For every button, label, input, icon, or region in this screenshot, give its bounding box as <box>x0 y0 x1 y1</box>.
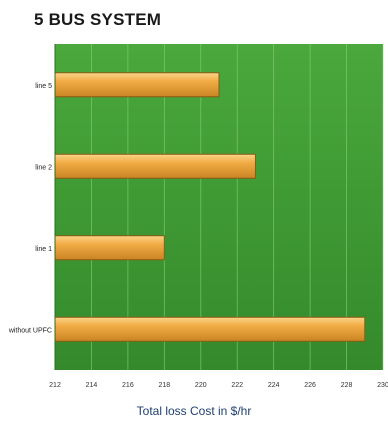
x-tick-label: 214 <box>86 382 98 389</box>
bar <box>54 316 366 342</box>
x-tick-label: 228 <box>341 382 353 389</box>
category-label: line 1 <box>35 246 52 253</box>
bar <box>54 235 165 261</box>
bars <box>54 72 366 342</box>
category-label: line 2 <box>35 164 52 171</box>
x-tick-label: 224 <box>268 382 280 389</box>
category-label: line 5 <box>35 83 52 90</box>
category-labels: without UPFC line 1 line 2 line 5 <box>8 83 52 335</box>
x-tick-label: 218 <box>158 382 170 389</box>
x-tick-label: 222 <box>231 382 243 389</box>
x-tick-label: 226 <box>304 382 316 389</box>
bar <box>54 72 220 98</box>
category-label: without UPFC <box>8 327 52 334</box>
plot-area <box>55 44 383 370</box>
x-axis-title: Total loss Cost in $/hr <box>136 404 252 418</box>
x-tick-label: 220 <box>195 382 207 389</box>
x-tick-label: 212 <box>49 382 61 389</box>
x-tick-labels: 212 214 216 218 220 222 224 226 228 230 <box>49 382 388 389</box>
x-tick-label: 216 <box>122 382 134 389</box>
bar <box>54 153 256 179</box>
gridlines <box>91 44 384 370</box>
x-tick-label: 230 <box>377 382 388 389</box>
chart-title: 5 BUS SYSTEM <box>34 10 162 29</box>
